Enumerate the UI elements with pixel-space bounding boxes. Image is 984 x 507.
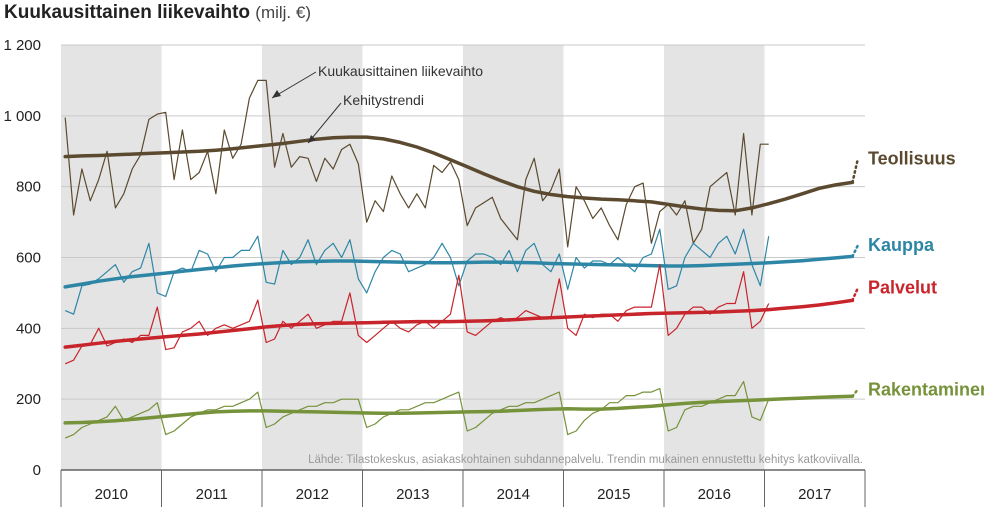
annotation-arrowhead-trend xyxy=(308,135,316,143)
annotation-monthly: Kuukausittainen liikevaihto xyxy=(318,63,483,79)
series-label-rakentaminen: Rakentaminen xyxy=(868,379,984,399)
y-tick-label: 200 xyxy=(16,391,41,408)
y-tick-label: 1 000 xyxy=(3,108,41,125)
annotation-arrowhead-monthly xyxy=(272,90,281,98)
chart-title: Kuukausittainen liikevaihto xyxy=(4,2,250,23)
annotation-arrow-trend xyxy=(307,102,342,144)
source-note: Lähde: Tilastokeskus, asiakaskohtainen s… xyxy=(308,454,863,466)
x-tick-label: 2015 xyxy=(597,486,630,503)
monthly-line-teollisuus xyxy=(64,79,769,248)
y-tick-label: 1 200 xyxy=(3,37,41,54)
monthly-line-rakentaminen xyxy=(64,380,770,439)
series-label-teollisuus: Teollisuus xyxy=(868,148,956,168)
trend-line-teollisuus xyxy=(63,135,855,213)
forecast-line-palvelut xyxy=(851,286,860,302)
annotation-trend: Kehitystrendi xyxy=(343,92,424,108)
series-label-palvelut: Palvelut xyxy=(868,278,937,298)
y-tick-label: 600 xyxy=(16,250,41,267)
x-tick-label: 2016 xyxy=(698,486,731,503)
x-tick-label: 2017 xyxy=(798,486,831,503)
x-tick-label: 2010 xyxy=(95,486,128,503)
forecast-line-rakentaminen xyxy=(851,388,860,398)
monthly-line-palvelut xyxy=(64,264,770,365)
chart-unit: (milj. €) xyxy=(255,3,311,22)
y-tick-label: 800 xyxy=(16,179,41,196)
y-tick-label: 400 xyxy=(16,320,41,337)
forecast-line-kauppa xyxy=(851,243,860,258)
trend-line-palvelut xyxy=(63,298,855,349)
x-tick-label: 2013 xyxy=(396,486,429,503)
y-tick-label: 0 xyxy=(33,462,41,479)
trend-line-rakentaminen xyxy=(63,394,855,425)
series-label-kauppa: Kauppa xyxy=(868,235,935,255)
chart-title-block: Kuukausittainen liikevaihto (milj. €) xyxy=(4,2,311,24)
x-tick-label: 2011 xyxy=(196,486,228,503)
monthly-line-kauppa xyxy=(64,228,770,315)
x-tick-label: 2012 xyxy=(296,486,329,503)
forecast-line-teollisuus xyxy=(851,157,860,184)
trend-line-kauppa xyxy=(63,254,855,289)
x-tick-label: 2014 xyxy=(497,486,530,503)
